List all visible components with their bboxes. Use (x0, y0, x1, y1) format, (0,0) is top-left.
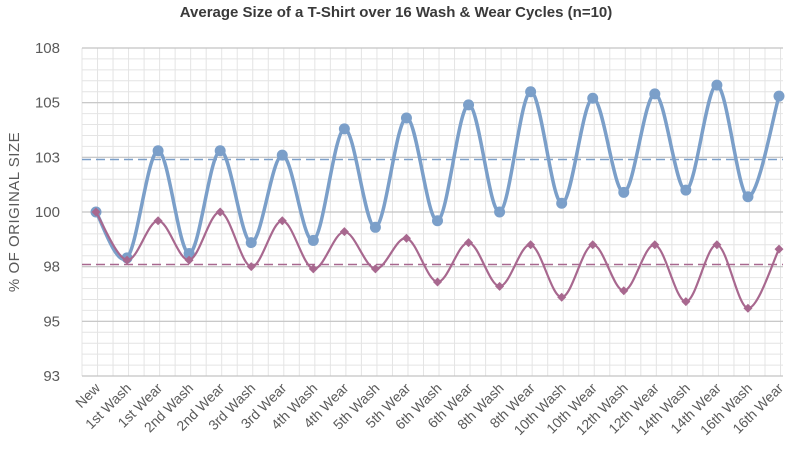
data-point (307, 234, 319, 246)
data-point (494, 206, 506, 218)
data-point (649, 88, 661, 100)
data-point (122, 255, 132, 265)
data-point (680, 184, 692, 196)
data-point (183, 248, 195, 260)
data-point (400, 112, 412, 124)
y-tick-labels: 93 95 98 100 103 105 108 (35, 40, 60, 385)
data-point (338, 123, 350, 135)
data-point (743, 303, 753, 313)
data-point (433, 277, 442, 287)
data-point (152, 145, 164, 157)
y-tick-label: 98 (43, 259, 60, 276)
data-point (742, 191, 754, 203)
data-point (91, 207, 101, 217)
data-point (587, 92, 599, 104)
data-point (214, 145, 226, 157)
data-point (556, 197, 568, 209)
data-point (246, 262, 256, 272)
data-point (463, 99, 475, 111)
data-point (245, 237, 257, 249)
reference-lines (82, 158, 783, 266)
data-point (464, 238, 474, 248)
data-point (774, 244, 784, 254)
series-2 (91, 207, 784, 313)
data-point (650, 240, 660, 250)
data-point (432, 215, 443, 227)
y-tick-label: 105 (35, 95, 60, 112)
data-point (557, 292, 567, 302)
data-point (370, 264, 380, 274)
data-point (525, 86, 537, 98)
data-point (401, 233, 411, 243)
y-tick-label: 100 (35, 204, 60, 221)
data-point (277, 216, 287, 226)
data-point (773, 90, 785, 102)
data-point (526, 240, 536, 250)
data-point (712, 240, 722, 250)
series-layer (90, 79, 785, 313)
y-tick-label: 93 (43, 368, 60, 385)
data-point (153, 216, 163, 226)
data-point (588, 240, 598, 250)
y-axis-label: % OF ORIGINAL SIZE (6, 132, 23, 292)
y-tick-label: 95 (43, 313, 60, 330)
chart-title: Average Size of a T-Shirt over 16 Wash &… (179, 4, 613, 21)
data-point (184, 255, 194, 265)
y-tick-label: 103 (35, 149, 60, 166)
data-point (339, 227, 349, 237)
series-line (94, 83, 781, 262)
series-1 (90, 79, 785, 264)
data-point (495, 281, 505, 291)
data-point (711, 79, 723, 91)
data-point (276, 149, 288, 161)
y-tick-label: 108 (35, 40, 60, 57)
data-point (308, 264, 318, 274)
data-point (618, 186, 630, 198)
data-point (681, 297, 691, 307)
data-point (215, 207, 225, 217)
data-point (369, 221, 381, 233)
data-point (619, 286, 629, 296)
